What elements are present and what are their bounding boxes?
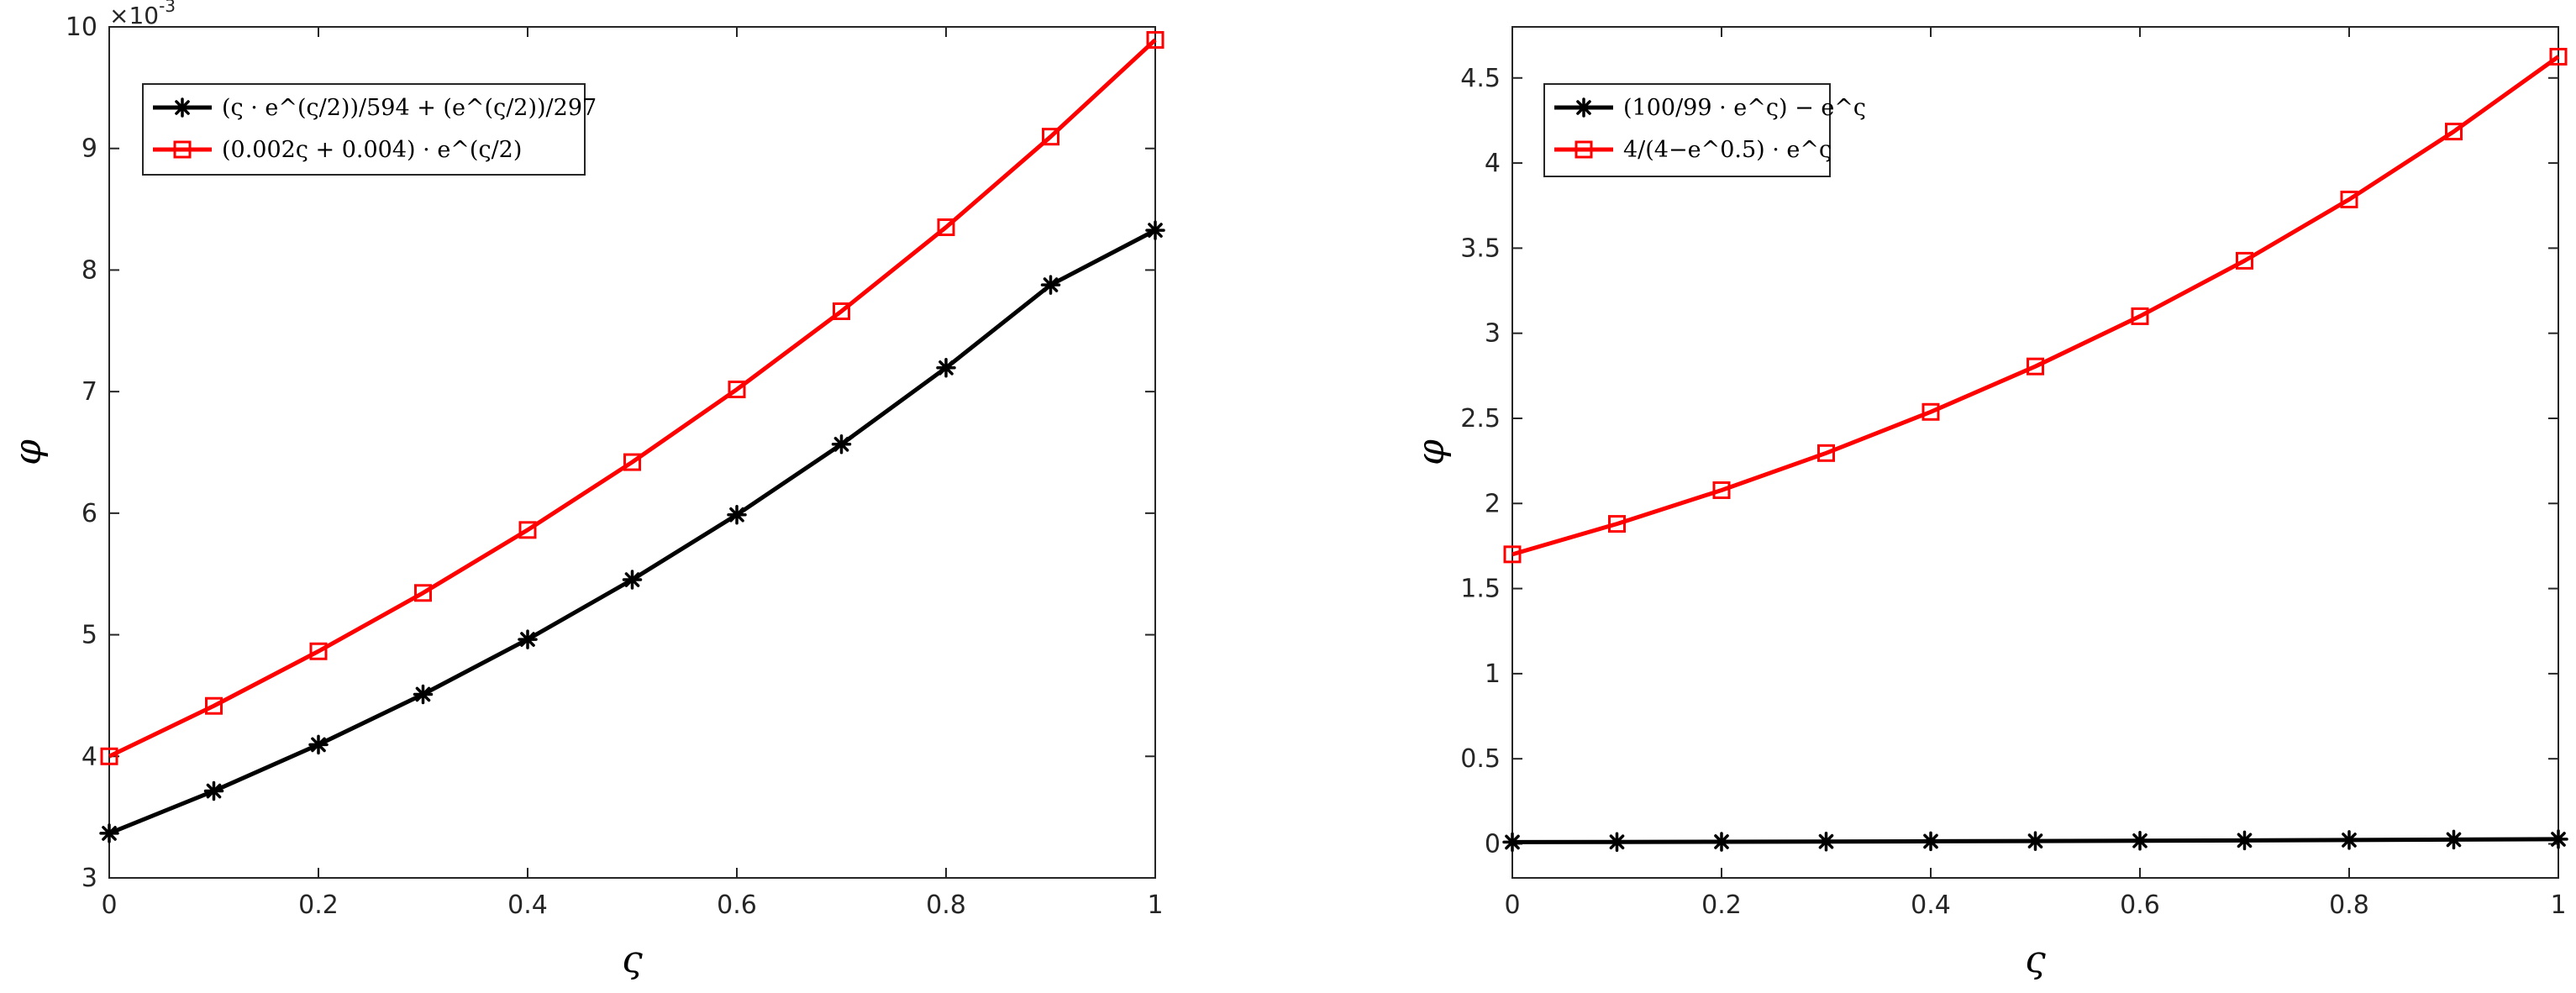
- left-chart-y-tick-label: 6: [81, 499, 97, 528]
- left-chart-series-2-point: [414, 584, 432, 602]
- left-chart-series-2-point: [833, 302, 850, 320]
- right-chart-series-2-point: [2445, 123, 2463, 141]
- right-chart-series-2-point: [1817, 444, 1835, 462]
- right-chart-x-axis-label: ς: [2025, 938, 2046, 981]
- right-chart-legend: (100/99 · e^ς) − e^ς 4/(4−e^0.5) · e^ς: [1543, 83, 1866, 177]
- right-chart-axes-box: [1511, 26, 2559, 879]
- left-chart-series-2-point: [518, 521, 537, 539]
- left-chart-series-1-point: [936, 358, 956, 378]
- left-chart-y-tick-label: 10: [66, 13, 97, 42]
- right-chart-legend-marker: [1574, 97, 1594, 118]
- left-chart-series-2-line: [108, 38, 1157, 759]
- right-chart-y-tick-label: 0.5: [1460, 744, 1501, 774]
- right-chart-series-1-point: [2130, 831, 2150, 851]
- right-chart-y-tick-label: 0: [1485, 829, 1501, 859]
- right-chart-y-tick-label: 4.5: [1460, 64, 1501, 93]
- left-chart-series-2-point: [1042, 128, 1059, 146]
- right-chart: 0 0.2 0.4 0.6 0.8 1 0 0.5 1 1.5 2 2.5 3 3.5 4 4.5 ς φ (…: [1410, 26, 2568, 981]
- right-chart-y-tick-label: 3: [1485, 319, 1501, 349]
- right-chart-x-tick-label: 1: [2550, 891, 2566, 920]
- right-chart-series-2-point: [2131, 307, 2149, 325]
- right-chart-legend-box: [1543, 83, 1831, 177]
- left-chart-series-2-point: [623, 453, 641, 471]
- left-chart-y-tick-label: 9: [81, 134, 97, 164]
- left-chart-legend-box: [142, 83, 586, 176]
- left-chart-series-1-point: [622, 570, 643, 590]
- right-chart-x-tick-label: 0.8: [2329, 891, 2369, 920]
- right-chart-series-2-point: [1921, 402, 1940, 421]
- right-chart-series-1-point: [2025, 831, 2046, 851]
- right-chart-series-1-point: [2548, 829, 2568, 849]
- left-chart-x-axis-label: ς: [622, 938, 643, 981]
- left-chart-series-2-point: [1146, 30, 1164, 49]
- left-chart-series-2-point: [205, 696, 223, 715]
- left-chart-series-1-point: [1145, 220, 1165, 240]
- left-chart-exponent-label: ×10-3: [109, 0, 176, 29]
- right-chart-y-axis-label: φ: [1410, 439, 1453, 465]
- left-chart-series-1-point: [831, 434, 852, 454]
- left-chart-series-1-point: [413, 684, 434, 705]
- right-chart-series-2-point: [2236, 251, 2253, 270]
- right-chart-y-tick-label: 2.5: [1460, 404, 1501, 433]
- left-chart-series-1-point: [308, 734, 329, 755]
- left-chart-y-tick-label: 8: [81, 255, 97, 285]
- right-chart-series-1-point: [1711, 832, 1732, 852]
- right-chart-series-1-point: [1606, 832, 1627, 852]
- left-chart-x-tick-label: 0.6: [717, 891, 757, 920]
- right-chart-x-tick-label: 0: [1504, 891, 1520, 920]
- left-chart-x-tick-label: 0: [101, 891, 117, 920]
- left-chart-legend-marker: [172, 97, 192, 118]
- right-chart-series-2-point: [1503, 545, 1522, 564]
- left-chart-legend-marker: [173, 140, 192, 159]
- right-chart-y-tick-label: 1: [1485, 659, 1501, 689]
- right-chart-series-2-point: [2549, 47, 2568, 66]
- right-chart-series-1-point: [1921, 831, 1941, 852]
- left-chart-series-1-point: [727, 504, 747, 525]
- right-chart-legend-entry: 4/(4−e^0.5) · e^ς: [1623, 137, 1832, 163]
- left-chart-series-1-point: [1040, 275, 1061, 295]
- right-chart-series-1-point: [2234, 830, 2255, 851]
- right-chart-y-tick-label: 2: [1485, 489, 1501, 518]
- left-chart-y-tick-label: 7: [81, 377, 97, 407]
- left-chart-axes-box: [108, 26, 1156, 879]
- left-chart-x-tick-label: 0.2: [298, 891, 339, 920]
- left-chart-series-1-point: [99, 823, 119, 843]
- right-chart-y-tick-label: 3.5: [1460, 234, 1501, 263]
- left-chart-legend-entry: (ς · e^(ς/2))/594 + (e^(ς/2))/297: [222, 95, 597, 121]
- left-chart-legend: (ς · e^(ς/2))/594 + (e^(ς/2))/297 (0.002ς…: [142, 83, 597, 176]
- left-chart-y-axis-label: φ: [7, 439, 50, 465]
- right-chart-series-1-point: [2339, 830, 2359, 850]
- left-chart-series-2-point: [100, 747, 118, 765]
- right-chart-series-2-line: [1511, 55, 2560, 557]
- left-chart-x-tick-label: 0.8: [926, 891, 966, 920]
- right-chart-series-2-point: [2340, 190, 2358, 208]
- left-chart-series-1-point: [518, 629, 538, 649]
- right-chart-series-1-point: [1816, 831, 1837, 852]
- right-chart-x-tick-label: 0.2: [1701, 891, 1742, 920]
- right-chart-series-1-point: [1502, 832, 1522, 853]
- right-chart-series-2-point: [1712, 481, 1731, 499]
- right-chart-series-1-point: [2443, 829, 2464, 850]
- left-chart-y-tick-label: 4: [81, 742, 97, 771]
- left-chart-y-tick-label: 5: [81, 621, 97, 650]
- right-chart-y-tick-label: 1.5: [1460, 575, 1501, 604]
- left-chart-series-1-point: [203, 780, 224, 801]
- left-chart: 0 0.2 0.4 0.6 0.8 1 3 4 5 6 7 8 9 10 ×10-3 ς φ (ς · e…: [7, 0, 1165, 981]
- right-chart-series-2-point: [1608, 515, 1626, 533]
- right-chart-y-tick-label: 4: [1485, 149, 1501, 178]
- left-chart-series-2-point: [728, 381, 746, 399]
- right-chart-x-tick-label: 0.6: [2120, 891, 2160, 920]
- left-chart-x-tick-label: 1: [1147, 891, 1163, 920]
- right-chart-legend-marker: [1575, 140, 1593, 159]
- left-chart-series-2-point: [937, 218, 955, 236]
- right-chart-legend-entry: (100/99 · e^ς) − e^ς: [1623, 95, 1866, 121]
- right-chart-x-tick-label: 0.4: [1911, 891, 1951, 920]
- right-chart-series-2-point: [2027, 357, 2044, 376]
- left-chart-series-2-point: [309, 642, 328, 660]
- left-chart-legend-entry: (0.002ς + 0.004) · e^(ς/2): [222, 137, 522, 163]
- left-chart-y-tick-label: 3: [81, 864, 97, 893]
- left-chart-x-tick-label: 0.4: [507, 891, 548, 920]
